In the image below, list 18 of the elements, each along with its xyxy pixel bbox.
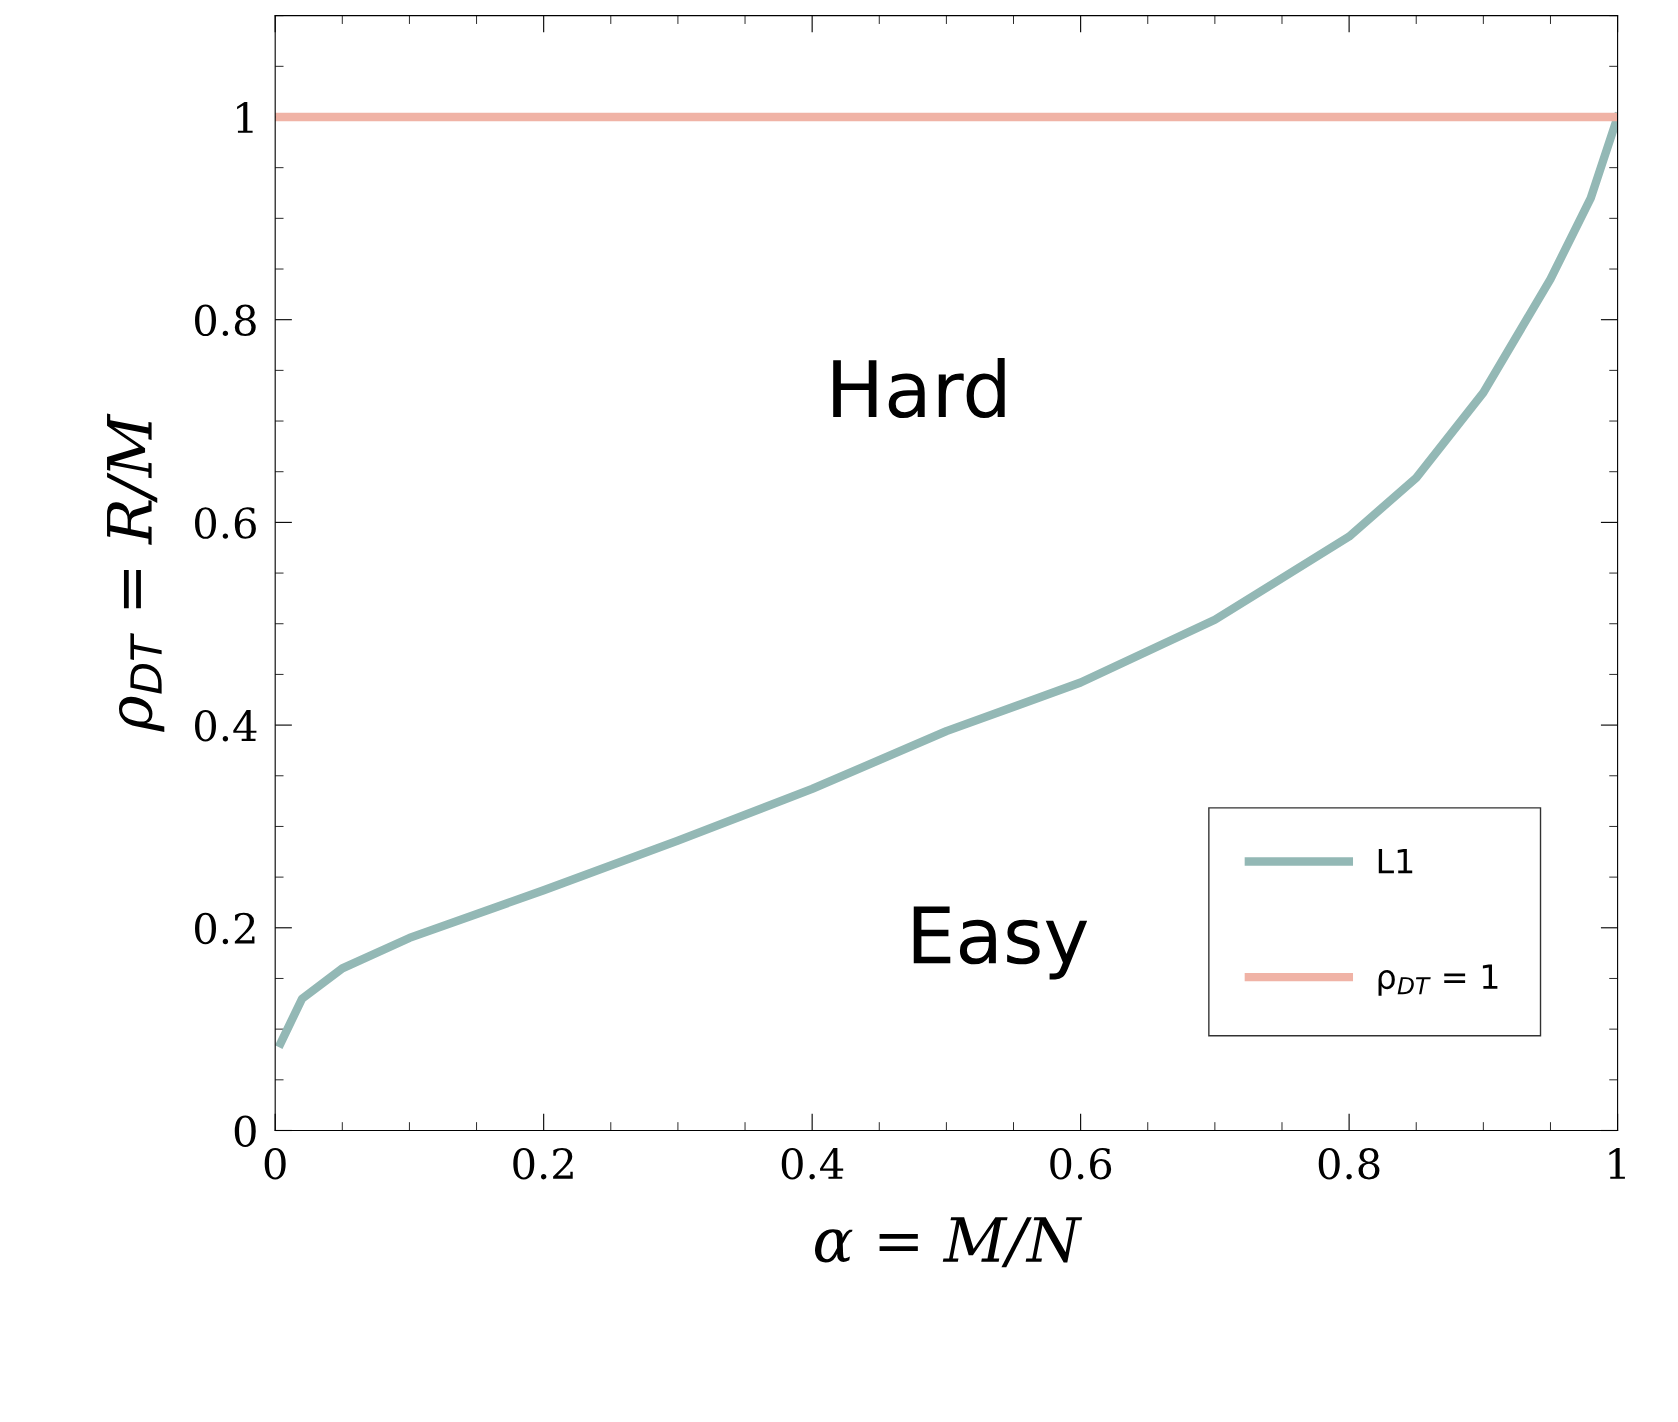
legend-label: ρ$_{DT}$ = 1: [1378, 964, 1498, 996]
x-axis-title: α = M/N: [814, 1217, 1083, 1268]
y-tick-label: 1: [237, 101, 253, 133]
legend-label: L1: [1378, 848, 1413, 874]
y-axis-title: ρ$_{DT}$ = R/M: [107, 413, 165, 732]
x-tick-label: 0.4: [781, 1147, 844, 1180]
y-tick-label: 0.2: [195, 912, 255, 945]
y-tick-label: 0.8: [195, 304, 256, 337]
y-tick-label: 0.4: [195, 710, 257, 742]
x-tick-label: 0.8: [1318, 1147, 1380, 1180]
x-tick-label: 0.6: [1050, 1147, 1112, 1180]
y-tick-label: 0.6: [195, 507, 256, 539]
x-tick-label: 0.2: [513, 1147, 573, 1180]
annotation: Hard: [833, 357, 1005, 419]
annotation: Easy: [913, 906, 1088, 980]
y-tick-label: 0: [234, 1115, 256, 1147]
x-tick-label: 1: [1609, 1147, 1625, 1179]
x-tick-label: 0: [264, 1147, 286, 1180]
